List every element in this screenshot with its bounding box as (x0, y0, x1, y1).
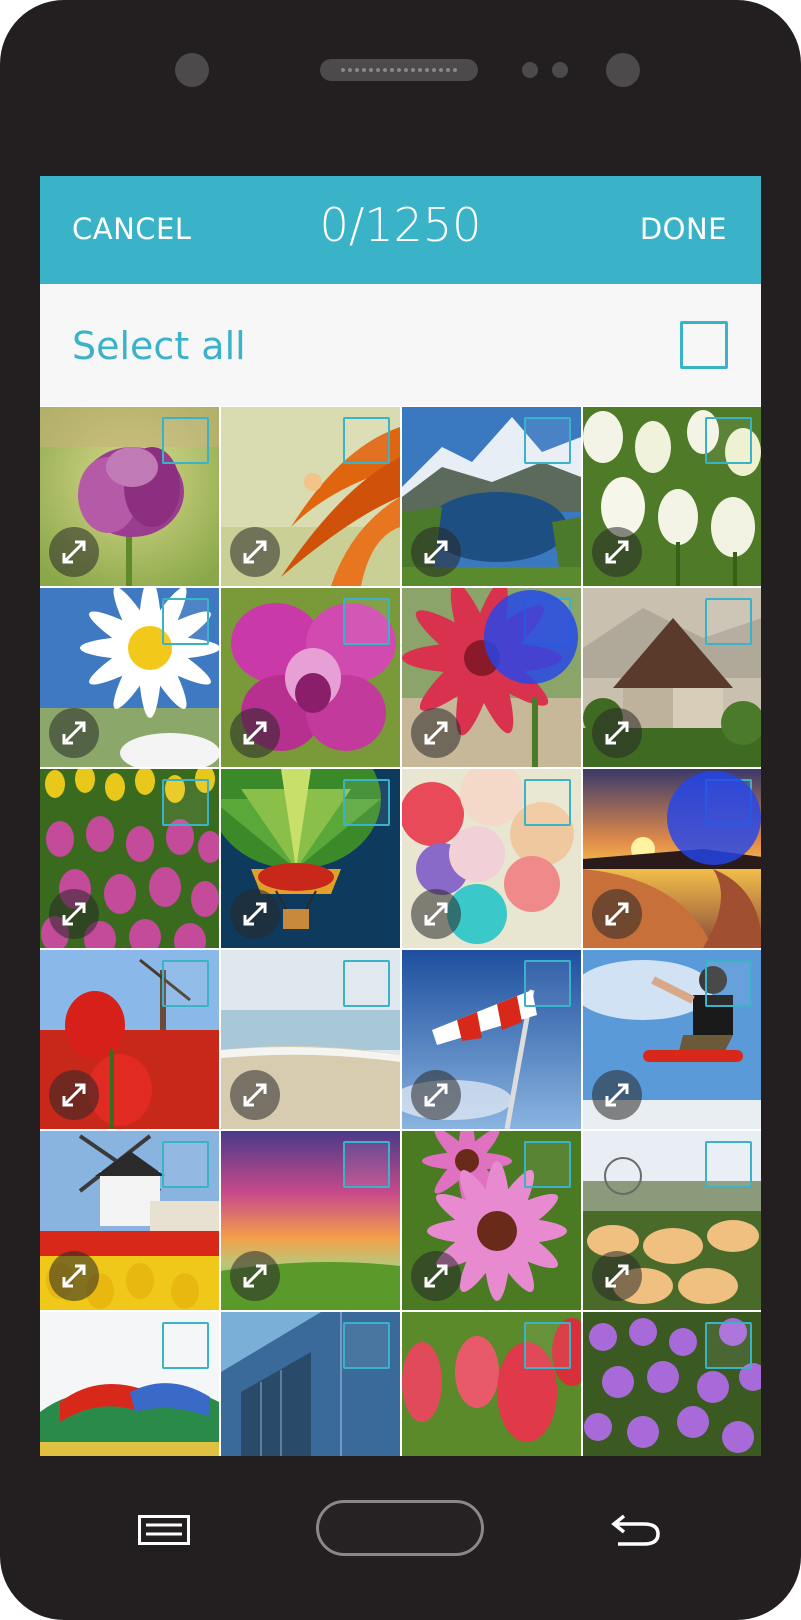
photo-tile[interactable] (221, 1312, 400, 1456)
touch-indicator (484, 590, 578, 684)
select-all-label: Select all (72, 324, 246, 368)
expand-icon[interactable] (230, 527, 280, 577)
photo-checkbox[interactable] (162, 598, 209, 645)
photo-checkbox[interactable] (162, 1322, 209, 1369)
photo-checkbox[interactable] (343, 1322, 390, 1369)
photo-tile[interactable] (583, 407, 761, 586)
photo-tile[interactable] (583, 1312, 761, 1456)
selection-counter: 0/1250 (319, 198, 482, 252)
photo-checkbox[interactable] (524, 779, 571, 826)
photo-tile[interactable] (583, 1131, 761, 1310)
photo-tile[interactable] (40, 950, 219, 1129)
photo-tile[interactable] (221, 950, 400, 1129)
photo-checkbox[interactable] (705, 1141, 752, 1188)
expand-icon[interactable] (592, 527, 642, 577)
photo-tile[interactable] (402, 588, 581, 767)
photo-checkbox[interactable] (343, 779, 390, 826)
photo-windsock (402, 950, 581, 1129)
expand-icon[interactable] (592, 1070, 642, 1120)
photo-checkbox[interactable] (162, 960, 209, 1007)
expand-icon[interactable] (411, 708, 461, 758)
selection-header: CANCEL 0/1250 DONE (40, 176, 761, 284)
photo-tile[interactable] (583, 588, 761, 767)
photo-tile[interactable] (40, 1312, 219, 1456)
photo-checkbox[interactable] (343, 1141, 390, 1188)
home-button[interactable] (316, 1500, 484, 1556)
photo-tile[interactable] (402, 769, 581, 948)
photo-checkbox[interactable] (343, 960, 390, 1007)
photo-checkbox[interactable] (524, 417, 571, 464)
earpiece-speaker (320, 59, 478, 81)
photo-checkbox[interactable] (705, 1322, 752, 1369)
photo-checkbox[interactable] (524, 1322, 571, 1369)
photo-dragon-boat (40, 1312, 219, 1456)
photo-tile[interactable] (402, 1131, 581, 1310)
photo-tile[interactable] (402, 407, 581, 586)
front-camera (175, 53, 209, 87)
expand-icon[interactable] (230, 1070, 280, 1120)
photo-glass-building (221, 1312, 400, 1456)
photo-tile[interactable] (40, 769, 219, 948)
photo-tile[interactable] (402, 1312, 581, 1456)
photo-tile[interactable] (221, 1131, 400, 1310)
photo-checkbox[interactable] (524, 960, 571, 1007)
photo-balloons (402, 769, 581, 948)
photo-checkbox[interactable] (524, 1141, 571, 1188)
photo-checkbox[interactable] (705, 417, 752, 464)
done-button[interactable]: DONE (639, 212, 727, 246)
expand-icon[interactable] (230, 1251, 280, 1301)
photo-grid (40, 407, 761, 1456)
front-lens (606, 53, 640, 87)
proximity-sensor (522, 62, 538, 78)
photo-checkbox[interactable] (343, 417, 390, 464)
photo-checkbox[interactable] (162, 417, 209, 464)
photo-pink-coneflowers (402, 1131, 581, 1310)
expand-icon[interactable] (411, 1251, 461, 1301)
cancel-button[interactable]: CANCEL (72, 212, 192, 246)
light-sensor (552, 62, 568, 78)
photo-tile[interactable] (221, 588, 400, 767)
photo-tile[interactable] (40, 1131, 219, 1310)
photo-checkbox[interactable] (705, 960, 752, 1007)
expand-icon[interactable] (49, 1251, 99, 1301)
expand-icon[interactable] (49, 889, 99, 939)
photo-white-tulips (583, 407, 761, 586)
select-all-checkbox[interactable] (680, 321, 728, 369)
expand-icon[interactable] (230, 889, 280, 939)
photo-tile[interactable] (40, 407, 219, 586)
photo-checkbox[interactable] (705, 598, 752, 645)
expand-icon[interactable] (411, 1070, 461, 1120)
expand-icon[interactable] (230, 708, 280, 758)
back-icon[interactable] (610, 1512, 662, 1548)
expand-icon[interactable] (49, 527, 99, 577)
photo-windmill-tulips (40, 1131, 219, 1310)
screen: CANCEL 0/1250 DONE Select all (40, 176, 761, 1456)
expand-icon[interactable] (592, 1251, 642, 1301)
photo-tile[interactable] (221, 769, 400, 948)
expand-icon[interactable] (592, 889, 642, 939)
expand-icon[interactable] (592, 708, 642, 758)
expand-icon[interactable] (411, 889, 461, 939)
expand-icon[interactable] (49, 1070, 99, 1120)
expand-icon[interactable] (49, 708, 99, 758)
photo-tile[interactable] (583, 950, 761, 1129)
photo-checkbox[interactable] (162, 779, 209, 826)
expand-icon[interactable] (411, 527, 461, 577)
touch-indicator (667, 771, 761, 865)
photo-lilies (583, 1131, 761, 1310)
photo-hot-air-balloon (221, 769, 400, 948)
photo-checkbox[interactable] (343, 598, 390, 645)
select-all-row[interactable]: Select all (40, 284, 761, 406)
photo-tile[interactable] (402, 950, 581, 1129)
photo-red-tulips (402, 1312, 581, 1456)
photo-purple-flowers (583, 1312, 761, 1456)
photo-beach (221, 950, 400, 1129)
photo-checkbox[interactable] (162, 1141, 209, 1188)
photo-tile[interactable] (40, 588, 219, 767)
photo-tile[interactable] (583, 769, 761, 948)
menu-icon[interactable] (138, 1515, 190, 1545)
photo-purple-tulip (40, 407, 219, 586)
photo-tile[interactable] (221, 407, 400, 586)
